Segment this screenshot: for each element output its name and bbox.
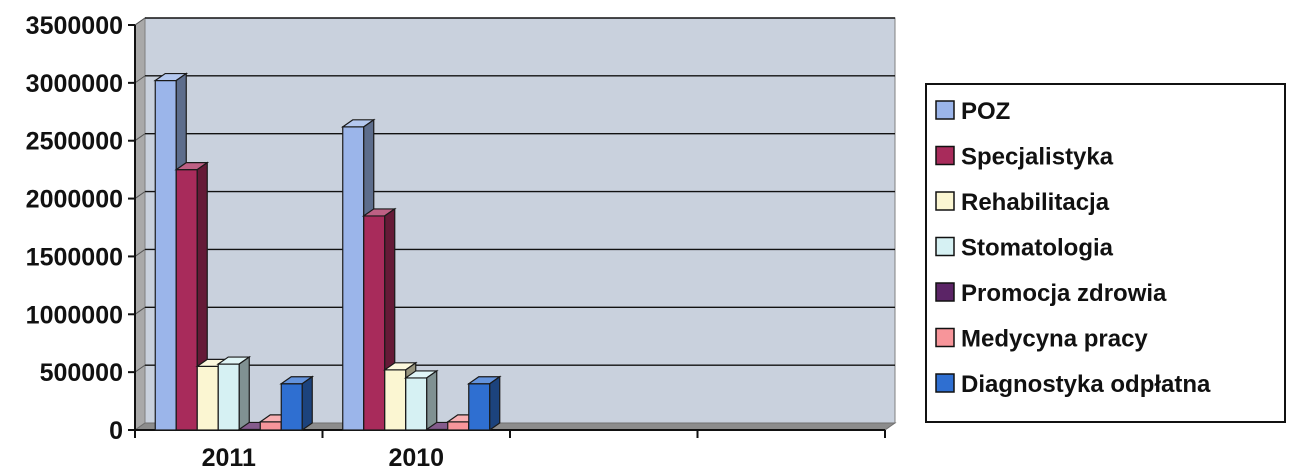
y-tick-label: 3500000 [26,12,123,40]
legend-label: Medycyna pracy [961,326,1148,353]
y-tick-label: 3000000 [26,70,123,98]
legend-label: Diagnostyka odpłatna [961,371,1211,398]
legend-swatch [935,191,955,211]
bar [279,375,315,432]
x-axis: 2011 2010 [134,429,886,472]
legend-item: Medycyna pracy [935,326,1148,353]
y-tick-label: 2000000 [26,186,123,214]
legend-item: POZ [935,98,1010,125]
bar-front [259,421,282,431]
bar-front [447,421,470,431]
plot-back-wall [144,17,896,424]
legend-swatch [935,145,955,166]
bar [216,355,252,432]
bar-front [217,363,240,431]
bar-side [426,369,438,432]
gridline-side [134,75,146,84]
gridline-side [134,249,146,257]
x-category-label: 2011 [202,444,256,472]
y-tick-label: 500000 [40,359,123,387]
gridlines [134,17,895,373]
bar-front [384,369,407,431]
bars [153,72,502,432]
legend-swatch [935,373,955,393]
gridline-side [134,306,146,315]
legend-box [925,83,1286,423]
bar-front [175,169,198,431]
bar-side [238,355,250,432]
y-tick-label: 1500000 [26,243,123,271]
bar-front [468,383,491,431]
bar-front [196,365,219,431]
legend-label: Stomatologia [961,235,1114,262]
gridline-side [134,133,146,142]
y-tick-label: 1000000 [26,301,123,329]
y-tick-label: 2500000 [26,128,123,156]
gridline-side [134,17,146,26]
legend-item: Rehabilitacja [935,189,1110,216]
legend-label: Specjalistyka [961,144,1114,171]
legend-swatch [935,236,955,257]
y-tick-label: 0 [109,417,123,445]
legend-item: Diagnostyka odpłatna [935,371,1211,398]
bar-front [342,126,365,431]
legend-item: Promocja zdrowia [935,280,1167,307]
bar-front [363,215,386,431]
x-category-label: 2010 [388,444,444,472]
legend-swatch [935,282,955,302]
legend-swatch [935,100,955,120]
bar-side [489,375,501,432]
legend-swatch [935,327,955,348]
legend-label: Rehabilitacja [961,189,1110,216]
y-axis: 3500000 3000000 2500000 2000000 1500000 10000… [26,12,136,445]
bar-front [405,377,428,431]
gridline-side [134,364,146,373]
legend-label: Promocja zdrowia [961,280,1167,307]
legend-item: Specjalistyka [935,144,1114,171]
legend: POZ Specjalistyka Rehabilitacja Stomatologi… [925,83,1286,423]
bar [403,369,439,432]
bar-front [280,383,303,431]
gridline-side [134,191,146,199]
bar-side [301,375,313,432]
bar [466,375,502,432]
legend-item: Stomatologia [935,235,1114,262]
bar-front [154,79,177,431]
legend-label: POZ [961,98,1010,125]
